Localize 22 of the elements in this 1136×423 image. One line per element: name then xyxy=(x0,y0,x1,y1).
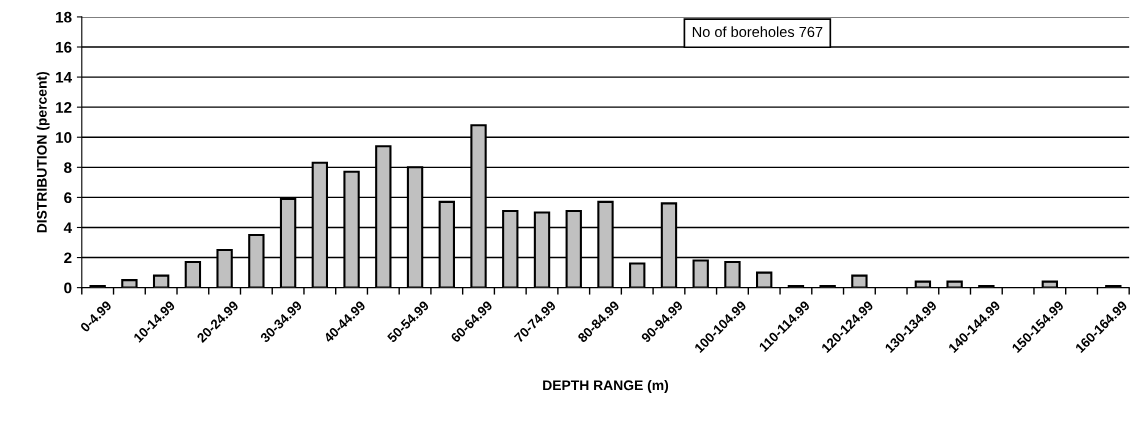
bar xyxy=(724,261,741,288)
y-tick-label: 2 xyxy=(64,252,72,264)
bar xyxy=(692,259,709,288)
y-tick-label: 12 xyxy=(56,102,72,113)
y-tick-label: 14 xyxy=(56,72,72,83)
y-tick-label: 16 xyxy=(56,41,72,53)
annotation: No of boreholes 767 xyxy=(692,26,823,38)
bar xyxy=(629,262,646,288)
bar xyxy=(121,279,138,288)
y-tick-label: 0 xyxy=(64,282,72,294)
y-axis-title: DISTRIBUTION (percent) xyxy=(36,71,50,233)
x-axis-title: DEPTH RANGE (m) xyxy=(543,380,669,393)
y-tick-label: 8 xyxy=(64,162,72,174)
bar xyxy=(946,280,963,288)
bar xyxy=(851,274,868,288)
y-tick-label: 18 xyxy=(56,11,72,23)
y-tick-label: 4 xyxy=(63,222,72,234)
bar xyxy=(152,274,170,288)
y-tick-label: 6 xyxy=(64,192,72,204)
y-tick-label: 10 xyxy=(56,132,72,143)
bar xyxy=(756,271,773,288)
bar xyxy=(184,261,202,288)
